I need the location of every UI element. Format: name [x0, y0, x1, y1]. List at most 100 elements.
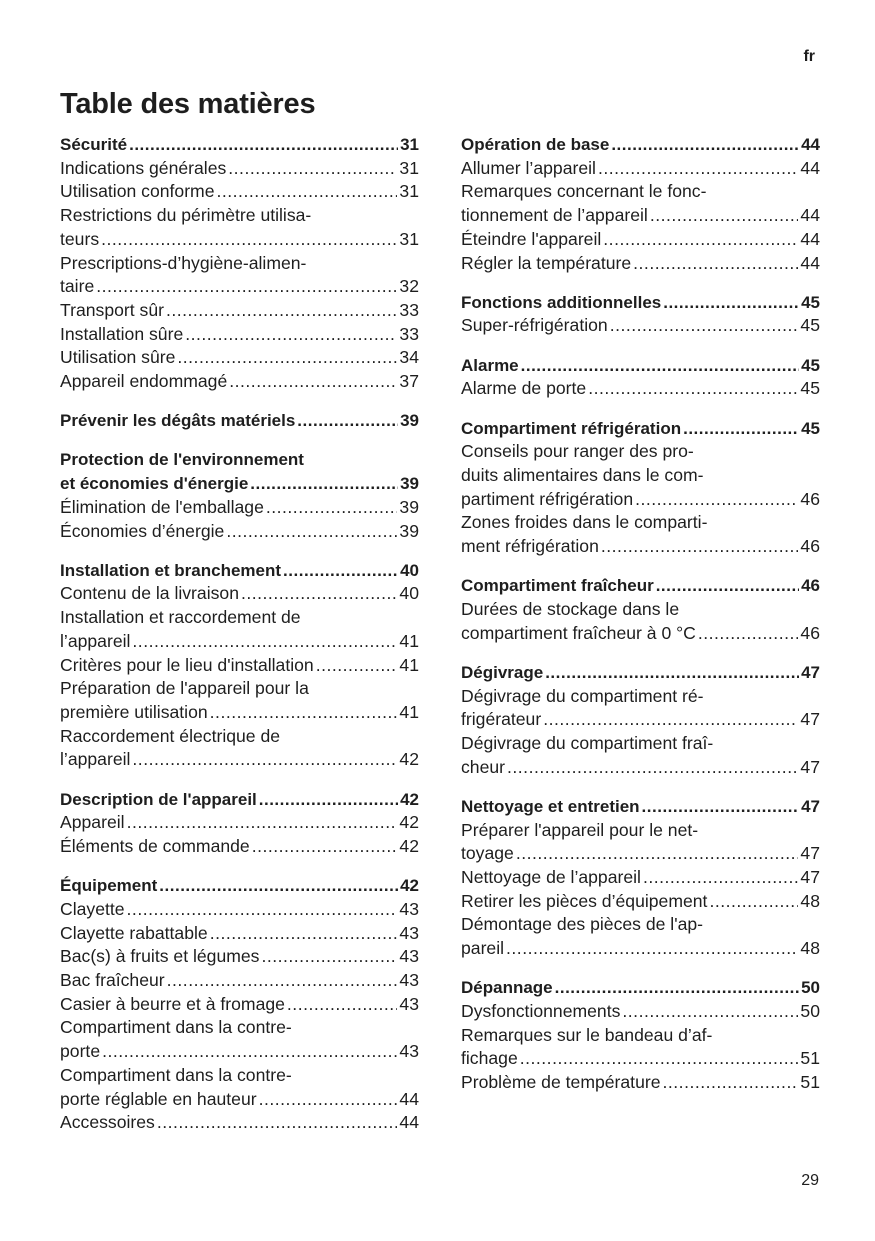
toc-entry[interactable]: Transport sûr 33 [60, 299, 419, 323]
toc-entry[interactable]: Problème de température 51 [461, 1071, 820, 1095]
dot-leader [252, 835, 398, 859]
section-heading[interactable]: Installation et branchement 40 [60, 559, 419, 583]
entry-text: l’appareil [60, 630, 131, 651]
toc-entry[interactable]: Dégivrage du compartiment ré-frigérateur… [461, 685, 820, 732]
entry-text: Accessoires [60, 1112, 155, 1133]
entry-page: 46 [800, 622, 820, 643]
entry-page: 48 [800, 938, 820, 959]
entry-text: Casier à beurre et à fromage [60, 993, 285, 1014]
toc-entry[interactable]: Critères pour le lieu d'installation 41 [60, 654, 419, 678]
toc-entry[interactable]: Conseils pour ranger des pro-duits alime… [461, 440, 820, 511]
entry-text-line: Démontage des pièces de l'ap- [461, 914, 703, 935]
entry-text: Installation sûre [60, 323, 184, 344]
toc-entry[interactable]: Utilisation sûre 34 [60, 346, 419, 370]
entry-page: 31 [400, 135, 419, 154]
toc-entry[interactable]: Allumer l’appareil 44 [461, 157, 820, 181]
toc-entry[interactable]: Économies d’énergie 39 [60, 520, 419, 544]
dot-leader [96, 275, 397, 299]
toc-section: Description de l'appareil42Appareil42Élé… [60, 788, 419, 859]
entry-text: Utilisation sûre [60, 347, 176, 368]
section-heading[interactable]: Dépannage 50 [461, 976, 820, 1000]
toc-entry[interactable]: Remarques sur le bandeau d’af-fichage 51 [461, 1024, 820, 1071]
entry-row: Super-réfrigération 45 [461, 314, 820, 338]
toc-entry[interactable]: Raccordement électrique de l’appareil 42 [60, 725, 419, 772]
toc-entry[interactable]: Clayette 43 [60, 898, 419, 922]
entry-page: 42 [399, 749, 419, 770]
entry-text: compartiment fraîcheur à 0 °C [461, 622, 696, 643]
toc-entry[interactable]: Appareil endommagé 37 [60, 370, 419, 394]
entry-row: porte réglable en hauteur 44 [60, 1088, 419, 1112]
entry-row: Bac fraîcheur 43 [60, 969, 419, 993]
toc-entry[interactable]: Utilisation conforme 31 [60, 180, 419, 204]
entry-row: Élimination de l'emballage 39 [60, 496, 419, 520]
toc-entry[interactable]: Restrictions du périmètre utilisa-teurs 3… [60, 204, 419, 251]
section-heading[interactable]: Description de l'appareil 42 [60, 788, 419, 812]
entry-text: taire [60, 276, 95, 297]
section-heading[interactable]: Opération de base 44 [461, 133, 820, 157]
toc-entry[interactable]: Appareil 42 [60, 811, 419, 835]
dot-leader [545, 661, 799, 685]
toc-entry[interactable]: Installation sûre 33 [60, 323, 419, 347]
entry-page: 41 [399, 701, 419, 722]
toc-entry[interactable]: Remarques concernant le fonc-tionnement … [461, 180, 820, 227]
section-heading[interactable]: Sécurité 31 [60, 133, 419, 157]
toc-entry[interactable]: Contenu de la livraison 40 [60, 582, 419, 606]
toc-entry[interactable]: Retirer les pièces d’équipement 48 [461, 890, 820, 914]
toc-entry[interactable]: Clayette rabattable 43 [60, 922, 419, 946]
entry-text: cheur [461, 756, 506, 777]
toc-entry[interactable]: Durées de stockage dans le compartiment f… [461, 598, 820, 645]
toc-entry[interactable]: Bac(s) à fruits et légumes 43 [60, 945, 419, 969]
entry-text: teurs [60, 228, 100, 249]
toc-column-left: Sécurité31Indications générales31Utilisa… [60, 133, 419, 1150]
section-heading[interactable]: Compartiment fraîcheur 46 [461, 574, 820, 598]
section-heading[interactable]: Prévenir les dégâts matériels 39 [60, 409, 419, 433]
dot-leader [101, 228, 397, 252]
entry-row: Critères pour le lieu d'installation 41 [60, 654, 419, 678]
section-heading[interactable]: Alarme 45 [461, 354, 820, 378]
section-heading[interactable]: Protection de l'environnement et économie… [60, 448, 419, 495]
entry-row: Économies d’énergie 39 [60, 520, 419, 544]
toc-section: Opération de base44Allumer l’appareil44R… [461, 133, 820, 275]
toc-entry[interactable]: Accessoires 44 [60, 1111, 419, 1135]
toc-entry[interactable]: Nettoyage de l’appareil 47 [461, 866, 820, 890]
toc-entry[interactable]: Démontage des pièces de l'ap-pareil 48 [461, 913, 820, 960]
entry-row: Appareil endommagé 37 [60, 370, 419, 394]
toc-entry[interactable]: Dégivrage du compartiment fraî-cheur 47 [461, 732, 820, 779]
toc-entry[interactable]: Super-réfrigération 45 [461, 314, 820, 338]
entry-text: Fonctions additionnelles [461, 292, 662, 312]
section-heading[interactable]: Nettoyage et entretien 47 [461, 795, 820, 819]
entry-row: Clayette 43 [60, 898, 419, 922]
entry-text: Dysfonctionnements [461, 1001, 621, 1021]
toc-entry[interactable]: Régler la température 44 [461, 252, 820, 276]
toc-entry[interactable]: Installation et raccordement de l’apparei… [60, 606, 419, 653]
entry-page: 51 [800, 1048, 820, 1069]
section-heading[interactable]: Compartiment réfrigération 45 [461, 417, 820, 441]
toc-entry[interactable]: Éléments de commande 42 [60, 835, 419, 859]
toc-entry[interactable]: Zones froides dans le comparti-ment réfr… [461, 511, 820, 558]
toc-entry[interactable]: Casier à beurre et à fromage 43 [60, 993, 419, 1017]
toc-entry[interactable]: Élimination de l'emballage 39 [60, 496, 419, 520]
entry-row: l’appareil 41 [60, 630, 419, 654]
dot-leader [185, 323, 397, 347]
section-heading[interactable]: Dégivrage 47 [461, 661, 820, 685]
toc-entry[interactable]: Compartiment dans la contre-porte réglab… [60, 1064, 419, 1111]
toc-entry[interactable]: Prescriptions-d’hygiène-alimen-taire 32 [60, 252, 419, 299]
toc-entry[interactable]: Compartiment dans la contre-porte 43 [60, 1016, 419, 1063]
entry-page: 45 [800, 378, 820, 399]
toc-entry[interactable]: Dysfonctionnements 50 [461, 1000, 820, 1024]
entry-text: fichage [461, 1048, 518, 1069]
toc-entry[interactable]: Éteindre l'appareil 44 [461, 228, 820, 252]
toc-entry[interactable]: Indications générales 31 [60, 157, 419, 181]
toc-entry[interactable]: Préparer l'appareil pour le net-toyage 47 [461, 819, 820, 866]
toc-entry[interactable]: Alarme de porte 45 [461, 377, 820, 401]
section-heading[interactable]: Fonctions additionnelles 45 [461, 291, 820, 315]
entry-page: 46 [800, 536, 820, 557]
entry-text: Prévenir les dégâts matériels [60, 411, 296, 431]
toc-entry[interactable]: Préparation de l'appareil pour la premièr… [60, 677, 419, 724]
toc-entry[interactable]: Bac fraîcheur 43 [60, 969, 419, 993]
section-heading[interactable]: Équipement 42 [60, 874, 419, 898]
entry-text: Alarme [461, 355, 519, 375]
entry-row: Retirer les pièces d’équipement 48 [461, 890, 820, 914]
dot-leader [516, 842, 799, 866]
entry-page: 44 [399, 1112, 419, 1133]
